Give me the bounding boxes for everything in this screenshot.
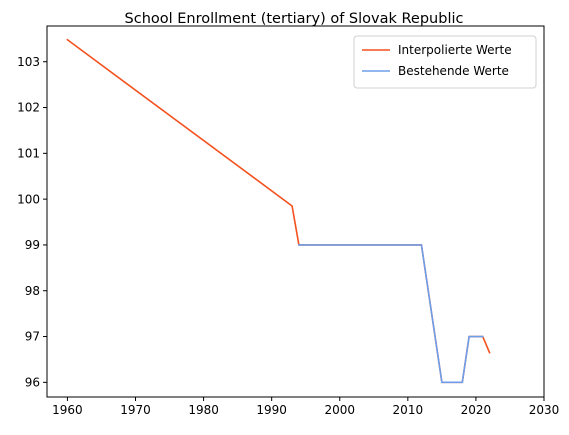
y-tick-label: 96 <box>25 376 40 390</box>
x-tick-label: 1960 <box>52 403 83 417</box>
y-tick-label: 100 <box>17 192 40 206</box>
y-tick-label: 97 <box>25 330 40 344</box>
y-tick-label: 101 <box>17 147 40 161</box>
legend-label-1: Interpolierte Werte <box>398 43 512 57</box>
plot-lines <box>66 38 491 384</box>
x-tick-label: 2000 <box>324 403 355 417</box>
x-axis: 1960 1970 1980 1990 2000 2010 2020 2030 <box>52 397 559 417</box>
chart-title: School Enrollment (tertiary) of Slovak R… <box>125 11 464 27</box>
legend: Interpolierte Werte Bestehende Werte <box>353 35 537 89</box>
x-tick-label: 1980 <box>188 403 219 417</box>
series-line-2 <box>298 244 484 384</box>
x-tick-label: 1990 <box>256 403 287 417</box>
x-tick-label: 2020 <box>461 403 492 417</box>
y-tick-label: 98 <box>25 284 40 298</box>
y-axis: 96 97 98 99 100 101 102 103 <box>17 55 47 390</box>
x-tick-label: 2010 <box>393 403 424 417</box>
plot-frame <box>46 25 545 398</box>
y-tick-label: 102 <box>17 101 40 115</box>
x-tick-label: 1970 <box>120 403 151 417</box>
legend-box <box>353 35 537 89</box>
y-tick-label: 103 <box>17 55 40 69</box>
legend-label-2: Bestehende Werte <box>398 64 509 78</box>
x-tick-label: 2030 <box>529 403 560 417</box>
series-line-1 <box>66 38 491 384</box>
y-tick-label: 99 <box>25 238 40 252</box>
